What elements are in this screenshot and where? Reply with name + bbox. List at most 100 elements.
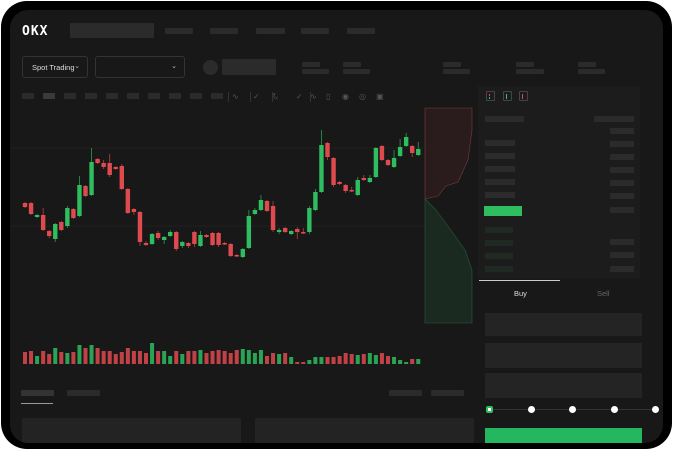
volume-bar: [107, 351, 112, 364]
filter-button[interactable]: [431, 390, 464, 396]
candle-body: [28, 203, 34, 214]
candle-body: [264, 201, 270, 211]
line-icon[interactable]: ∿: [310, 92, 317, 101]
timeframe-button[interactable]: [190, 93, 202, 99]
volume-bar: [343, 353, 348, 364]
ruler-icon[interactable]: ▯: [326, 92, 331, 101]
candle-body: [240, 249, 245, 257]
slider-stop-50[interactable]: [569, 406, 576, 413]
buy-tab[interactable]: Buy: [514, 289, 527, 298]
highlighted-price[interactable]: [484, 206, 522, 216]
candle-body: [89, 162, 94, 195]
candle-body: [228, 244, 233, 256]
candle-body: [71, 209, 76, 218]
stat-value: [578, 69, 605, 74]
candle-body: [385, 160, 391, 165]
tab-order-history[interactable]: [67, 390, 100, 396]
sell-tab[interactable]: Sell: [597, 289, 610, 298]
volume-bar: [47, 354, 52, 364]
last-price: [222, 59, 276, 75]
volume-bar: [83, 348, 88, 364]
chevron-down-icon: ⌄: [171, 63, 177, 70]
camera-icon[interactable]: ◉: [342, 92, 349, 101]
volume-bar: [156, 351, 161, 364]
volume-bar: [198, 350, 203, 364]
fx-icon[interactable]: fₓ: [273, 92, 278, 101]
book-amount: [610, 239, 634, 245]
okx-logo[interactable]: OKX: [22, 24, 49, 39]
nav-item[interactable]: [347, 28, 375, 34]
nav-item[interactable]: [210, 28, 238, 34]
nav-item[interactable]: [256, 28, 285, 34]
slider-stop-75[interactable]: [610, 406, 618, 413]
candlestick-chart[interactable]: [10, 10, 663, 443]
nav-item[interactable]: [165, 28, 193, 34]
timeframe-button[interactable]: [127, 93, 139, 99]
nav-item[interactable]: [301, 28, 329, 34]
volume-bar: [373, 355, 378, 364]
buy-button[interactable]: [485, 428, 642, 443]
candle-body: [270, 206, 276, 230]
stat-value: [302, 69, 329, 74]
trading-pair-dropdown[interactable]: ⌄: [95, 56, 185, 78]
timeframe-button[interactable]: [22, 93, 34, 99]
candle-body: [276, 230, 282, 232]
volume-bar: [283, 353, 288, 364]
candle-body: [313, 192, 318, 210]
chevron-down-icon[interactable]: ✓: [296, 92, 303, 101]
timeframe-button[interactable]: [85, 93, 97, 99]
candle-body: [246, 216, 252, 248]
timeframe-button[interactable]: [211, 93, 223, 99]
volume-bar: [65, 353, 70, 364]
indicator-icon[interactable]: ∿: [232, 92, 239, 101]
volume-bar: [319, 357, 324, 364]
chart-type-icon[interactable]: ✓: [253, 92, 260, 101]
volume-bar: [150, 343, 155, 364]
slider-stop-100[interactable]: [652, 406, 659, 413]
tab-open-orders[interactable]: [21, 390, 54, 396]
volume-bar: [398, 360, 403, 364]
candle-body: [131, 209, 137, 212]
volume-bar: [186, 351, 191, 364]
candle-body: [47, 231, 52, 236]
search-bar[interactable]: [70, 23, 154, 38]
timeframe-button[interactable]: [106, 93, 118, 99]
candle-body: [168, 232, 173, 236]
slider-stop-0[interactable]: [486, 406, 493, 413]
slider-stop-25[interactable]: [527, 406, 535, 413]
timeframe-button[interactable]: [169, 93, 181, 99]
book-amount: [610, 207, 634, 213]
candle-body: [361, 178, 366, 180]
candle-body: [252, 210, 258, 214]
depth-bids-area: [424, 198, 473, 324]
stat-value: [343, 69, 370, 74]
book-both-view-icon[interactable]: [486, 91, 495, 101]
timeframe-button[interactable]: [43, 93, 55, 99]
candle-body: [34, 215, 40, 217]
candle-body: [119, 166, 124, 189]
book-asks-view-icon[interactable]: [519, 91, 528, 101]
total-input[interactable]: [485, 373, 642, 398]
volume-bar: [337, 356, 342, 364]
settings-icon[interactable]: ◎: [359, 92, 366, 101]
volume-bar: [216, 350, 221, 364]
market-type-dropdown[interactable]: Spot Trading ⌄: [22, 56, 88, 78]
amount-input[interactable]: [485, 343, 642, 368]
volume-bar: [289, 357, 294, 364]
volume-bar: [137, 351, 142, 364]
timeframe-button[interactable]: [148, 93, 160, 99]
volume-bar: [168, 356, 173, 364]
stat-label: [578, 62, 596, 67]
candle-body: [216, 233, 221, 245]
book-bids-view-icon[interactable]: [503, 91, 512, 101]
volume-bar: [295, 362, 300, 364]
fullscreen-icon[interactable]: ▣: [376, 92, 384, 101]
candle-body: [59, 222, 64, 230]
timeframe-button[interactable]: [64, 93, 76, 99]
filter-button[interactable]: [389, 390, 422, 396]
candle-body: [410, 146, 415, 153]
stat-value: [443, 69, 470, 74]
price-input[interactable]: [485, 313, 642, 336]
volume-bar: [331, 357, 336, 364]
volume-bar: [222, 351, 227, 364]
